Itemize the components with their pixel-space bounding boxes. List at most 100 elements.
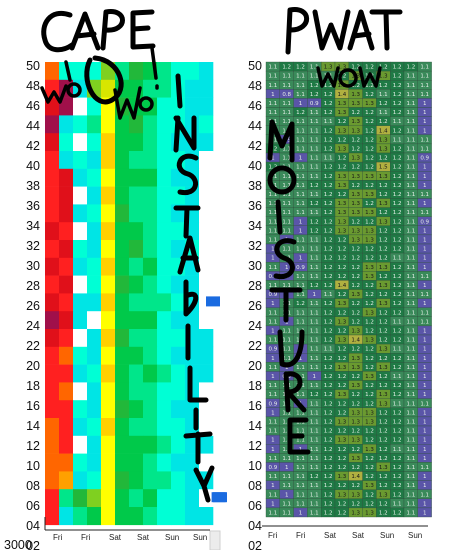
pwat-cell-label: 1.1 — [310, 501, 319, 507]
pwat-cell-label: 1.2 — [393, 283, 402, 289]
cape-cell — [199, 168, 214, 187]
pwat-cell-label: 1.1 — [324, 156, 333, 162]
pwat-cell-label: 1.2 — [351, 310, 360, 316]
pwat-cell-label: 1.3 — [351, 156, 360, 162]
pwat-cell-label: 1.3 — [351, 383, 360, 389]
pwat-cell-label: 1.1 — [296, 119, 305, 125]
pwat-cell-label: 1.1 — [407, 110, 416, 116]
cape-cell — [157, 240, 172, 259]
pwat-cell-label: 1.2 — [338, 374, 347, 380]
pwat-cell-label: 1 — [423, 438, 427, 444]
pwat-cell-label: 1.1 — [282, 328, 291, 334]
pwat-cell-label: 1.1 — [407, 128, 416, 134]
cape-cell — [45, 507, 60, 526]
pwat-cell-label: 1.2 — [393, 429, 402, 435]
pwat-y-tick: 30 — [248, 259, 262, 273]
cape-cell — [157, 97, 172, 116]
cape-y-tick: 26 — [26, 299, 40, 313]
pwat-cell-label: 1.2 — [393, 237, 402, 243]
cape-cell — [45, 257, 60, 276]
cape-y-tick: 02 — [26, 539, 40, 550]
pwat-cell-label: 1.1 — [379, 110, 388, 116]
pwat-cell-label: 1 — [285, 492, 289, 498]
pwat-cell-label: 1.1 — [420, 146, 429, 152]
cape-cell — [129, 364, 144, 383]
pwat-cell-label: 1.2 — [351, 137, 360, 143]
pwat-cell-label: 1.2 — [393, 392, 402, 398]
cape-cell — [199, 240, 214, 259]
pwat-cell-label: 1.2 — [338, 456, 347, 462]
cape-cell — [101, 186, 116, 205]
pwat-cell-label: 1.2 — [351, 392, 360, 398]
pwat-cell-label: 1.2 — [324, 338, 333, 344]
pwat-cell-label: 1.3 — [365, 419, 374, 425]
cape-cell — [129, 453, 144, 472]
pwat-cell-label: 1.1 — [282, 438, 291, 444]
pwat-y-tick: 02 — [248, 539, 262, 550]
pwat-cell-label: 1.1 — [407, 347, 416, 353]
pwat-cell-label: 1 — [423, 483, 427, 489]
pwat-cell-label: 1.2 — [365, 119, 374, 125]
pwat-cell-label: 1.3 — [338, 474, 347, 480]
pwat-cell-label: 1 — [271, 356, 275, 362]
cape-y-tick: 42 — [26, 139, 40, 153]
pwat-cell-label: 1.2 — [365, 319, 374, 325]
pwat-y-tick: 12 — [248, 439, 262, 453]
pwat-cell-label: 1.2 — [324, 265, 333, 271]
pwat-cell-label: 1.2 — [351, 429, 360, 435]
pwat-cell-label: 1 — [423, 101, 427, 107]
pwat-cell-label: 1.1 — [296, 165, 305, 171]
cape-y-tick: 38 — [26, 179, 40, 193]
pwat-cell-label: 1.2 — [379, 510, 388, 516]
pwat-cell-label: 1.2 — [338, 256, 347, 262]
pwat-cell-label: 1.1 — [407, 228, 416, 234]
pwat-cell-label: 1.1 — [310, 510, 319, 516]
cape-cell — [143, 151, 158, 170]
cape-cell — [199, 364, 214, 383]
pwat-cell-label: 1.1 — [282, 474, 291, 480]
pwat-cell-label: 1.2 — [379, 501, 388, 507]
cape-cell — [73, 97, 88, 116]
pwat-cell-label: 1.2 — [393, 274, 402, 280]
pwat-cell-label: 1.1 — [310, 237, 319, 243]
pwat-cell-label: 1.1 — [282, 510, 291, 516]
pwat-cell-label: 1 — [423, 419, 427, 425]
pwat-y-tick: 42 — [248, 139, 262, 153]
pwat-cell-label: 1 — [313, 374, 317, 380]
pwat-cell-label: 1.1 — [420, 83, 429, 89]
pwat-cell-label: 1.2 — [351, 265, 360, 271]
cape-cell — [129, 151, 144, 170]
pwat-cell-label: 1.1 — [296, 201, 305, 207]
cape-cell — [115, 115, 130, 134]
pwat-cell-label: 1.2 — [365, 219, 374, 225]
pwat-cell-label: 1 — [271, 374, 275, 380]
moisture-handwriting — [267, 119, 311, 455]
cape-cell — [73, 329, 88, 348]
cape-x-tick: Sun — [193, 533, 207, 542]
cape-y-tick: 12 — [26, 439, 40, 453]
pwat-cell-label: 1.2 — [393, 110, 402, 116]
cape-cell — [171, 311, 186, 330]
cape-cell — [157, 257, 172, 276]
cape-y-tick: 20 — [26, 359, 40, 373]
pwat-cell-label: 1.3 — [379, 392, 388, 398]
pwat-cell-label: 1 — [271, 92, 275, 98]
cape-cell — [171, 275, 186, 294]
pwat-cell-label: 1.2 — [379, 456, 388, 462]
pwat-cell-label: 1.2 — [324, 137, 333, 143]
pwat-cell-label: 1.3 — [365, 265, 374, 271]
pwat-cell-label: 1.2 — [393, 146, 402, 152]
cape-cell — [185, 79, 200, 98]
pwat-cell-label: 1.1 — [310, 319, 319, 325]
cape-cell — [73, 507, 88, 526]
pwat-cell-label: 1.1 — [310, 210, 319, 216]
pwat-y-tick: 18 — [248, 379, 262, 393]
cape-cell — [101, 311, 116, 330]
pwat-y-tick: 50 — [248, 59, 262, 73]
pwat-cell-label: 1.2 — [365, 501, 374, 507]
cape-cell — [143, 507, 158, 526]
cape-cell — [45, 311, 60, 330]
cape-cell — [59, 275, 74, 294]
cape-cell — [101, 79, 116, 98]
pwat-cell-label: 1.1 — [407, 410, 416, 416]
